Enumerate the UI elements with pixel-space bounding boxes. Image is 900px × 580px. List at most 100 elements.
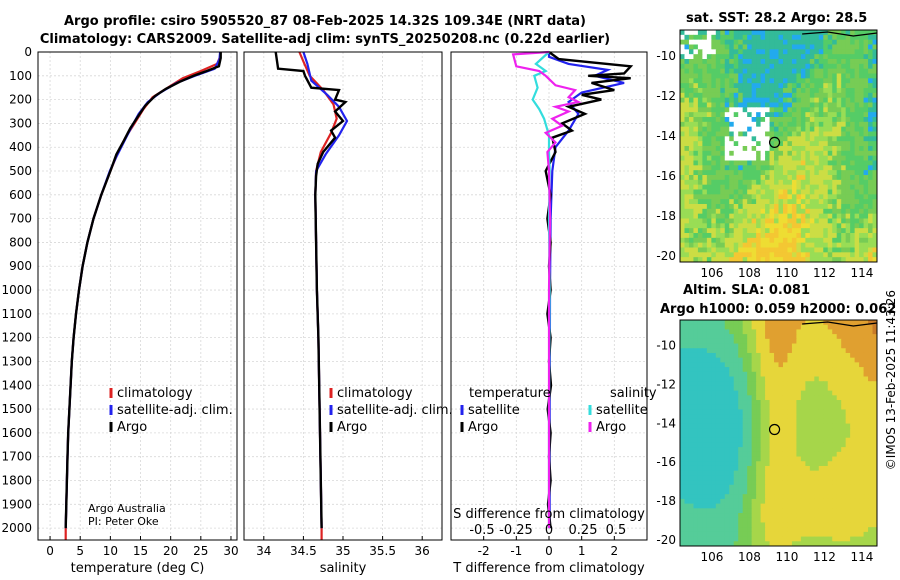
map-cell bbox=[805, 362, 811, 368]
map-cell bbox=[765, 54, 771, 60]
map-cell bbox=[760, 44, 766, 50]
map-cell bbox=[769, 320, 775, 326]
map-cell bbox=[859, 475, 865, 481]
map-cell bbox=[738, 320, 744, 326]
map-cell bbox=[747, 146, 753, 152]
map-cell bbox=[702, 68, 708, 74]
map-cell bbox=[751, 150, 757, 157]
map-cell bbox=[859, 34, 865, 41]
map-cell bbox=[769, 508, 775, 514]
map-cell bbox=[809, 237, 815, 244]
map-cell bbox=[774, 517, 779, 523]
map-cell bbox=[800, 208, 806, 215]
map-cell bbox=[782, 409, 788, 415]
map-cell bbox=[787, 189, 793, 195]
map-cell bbox=[760, 199, 766, 205]
map-cell bbox=[774, 437, 779, 443]
map-cell bbox=[711, 97, 717, 103]
map-cell bbox=[756, 141, 762, 147]
map-cell bbox=[823, 247, 829, 253]
map-cell bbox=[841, 338, 847, 345]
map-cell bbox=[800, 447, 806, 453]
map-cell bbox=[756, 343, 762, 349]
map-cell bbox=[872, 489, 877, 495]
map-cell bbox=[845, 136, 851, 142]
map-cell bbox=[733, 228, 739, 234]
map-cell bbox=[724, 92, 730, 99]
map-cell bbox=[782, 218, 788, 224]
map-cell bbox=[769, 428, 775, 434]
map-cell bbox=[845, 484, 851, 490]
map-cell bbox=[827, 223, 833, 229]
map-cell bbox=[863, 498, 869, 505]
map-cell bbox=[688, 536, 694, 542]
map-cell bbox=[769, 97, 775, 103]
map-cell bbox=[738, 237, 744, 244]
map-cell bbox=[841, 121, 847, 128]
map-cell bbox=[711, 189, 717, 195]
map-cell bbox=[729, 329, 735, 335]
map-cell bbox=[760, 136, 766, 142]
map-cell bbox=[778, 352, 784, 359]
map-cell bbox=[791, 381, 797, 387]
map-cell bbox=[715, 531, 721, 538]
map-cell bbox=[827, 44, 833, 50]
map-cell bbox=[827, 334, 833, 340]
map-cell bbox=[796, 59, 802, 65]
map-cell bbox=[693, 390, 699, 396]
map-cell bbox=[872, 465, 877, 472]
map-cell bbox=[872, 160, 877, 166]
sst-map-x-tick-label: 114 bbox=[851, 266, 874, 280]
map-cell bbox=[688, 136, 694, 142]
map-cell bbox=[845, 54, 851, 60]
map-cell bbox=[845, 213, 851, 219]
map-cell bbox=[702, 199, 708, 205]
map-cell bbox=[845, 367, 851, 373]
map-cell bbox=[863, 228, 869, 234]
map-cell bbox=[765, 242, 771, 248]
map-cell bbox=[729, 165, 735, 171]
map-cell bbox=[756, 442, 762, 448]
map-cell bbox=[684, 461, 690, 467]
map-cell bbox=[733, 320, 739, 326]
map-cell bbox=[814, 517, 820, 523]
map-cell bbox=[688, 63, 694, 70]
map-cell bbox=[711, 418, 717, 425]
map-cell bbox=[720, 409, 726, 415]
map-cell bbox=[684, 498, 690, 505]
map-cell bbox=[796, 404, 802, 410]
map-cell bbox=[702, 39, 708, 45]
map-cell bbox=[809, 73, 815, 79]
map-cell bbox=[702, 146, 708, 152]
map-cell bbox=[711, 165, 717, 171]
map-cell bbox=[814, 68, 820, 74]
map-cell bbox=[805, 73, 811, 79]
map-cell bbox=[782, 252, 788, 258]
map-cell bbox=[706, 437, 712, 443]
map-cell bbox=[796, 126, 802, 132]
map-cell bbox=[733, 92, 739, 99]
map-cell bbox=[832, 352, 838, 359]
map-cell bbox=[711, 376, 717, 382]
map-cell bbox=[765, 63, 771, 70]
map-cell bbox=[782, 54, 788, 60]
map-cell bbox=[845, 451, 851, 458]
map-cell bbox=[684, 170, 690, 176]
map-cell bbox=[836, 320, 842, 326]
map-cell bbox=[791, 367, 797, 373]
map-cell bbox=[845, 73, 851, 79]
map-cell bbox=[711, 199, 717, 205]
map-cell bbox=[836, 418, 842, 425]
map-cell bbox=[827, 107, 833, 113]
map-cell bbox=[733, 428, 739, 434]
map-cell bbox=[747, 165, 753, 171]
map-cell bbox=[796, 179, 802, 186]
map-cell bbox=[720, 257, 726, 262]
map-cell bbox=[778, 489, 784, 495]
map-cell bbox=[720, 117, 726, 123]
map-cell bbox=[836, 83, 842, 89]
map-cell bbox=[774, 494, 779, 500]
map-cell bbox=[684, 414, 690, 420]
map-cell bbox=[868, 451, 874, 458]
map-cell bbox=[706, 117, 712, 123]
